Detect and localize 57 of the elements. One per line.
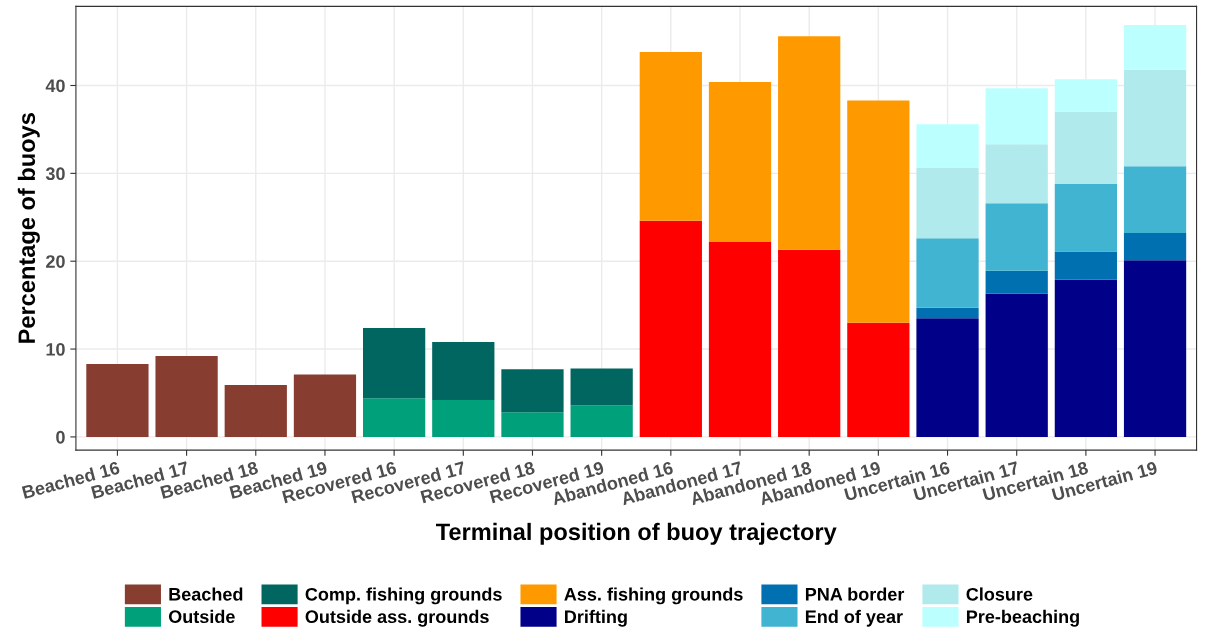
bar (916, 307, 979, 319)
bar (1054, 183, 1118, 252)
bar (985, 144, 1048, 204)
bar (432, 400, 495, 437)
bar (293, 374, 357, 437)
bar (1123, 69, 1187, 167)
legend-label: End of year (805, 609, 903, 627)
bar (363, 327, 426, 399)
bar (570, 405, 633, 437)
bar (639, 52, 702, 221)
x-axis-title: Terminal position of buoy trajectory (436, 522, 837, 545)
legend-label: Beached (169, 587, 243, 601)
bar (916, 318, 979, 437)
y-axis-title: Percentage of buoys (17, 113, 40, 343)
bar (985, 88, 1048, 145)
bar (501, 412, 564, 437)
bar (1054, 79, 1118, 112)
bar (639, 220, 702, 437)
bar (1054, 279, 1118, 437)
y-tick-label: 10 (46, 343, 65, 356)
bar (985, 203, 1048, 271)
bar (847, 322, 910, 437)
bar (778, 36, 841, 250)
bar (1123, 166, 1187, 234)
bar (1054, 111, 1118, 184)
legend-label: Drifting (565, 609, 627, 627)
bar (1054, 251, 1118, 280)
bar (1123, 233, 1187, 261)
bar (985, 293, 1048, 437)
legend-label: Comp. fishing grounds (305, 587, 502, 605)
bar (708, 241, 772, 437)
bar (224, 385, 287, 437)
bar (847, 100, 910, 323)
bar (985, 270, 1048, 294)
bar (501, 369, 564, 413)
bar (916, 168, 979, 239)
bar (86, 364, 149, 437)
y-tick-label: 40 (45, 79, 65, 93)
legend-label: Outside ass. grounds (305, 609, 489, 627)
bar (916, 124, 979, 169)
y-tick-label: 0 (56, 430, 65, 444)
y-tick-label: 20 (46, 255, 65, 268)
legend-label: PNA border (805, 587, 905, 601)
bar (363, 398, 426, 437)
legend-label: Closure (966, 587, 1033, 601)
legend-label: Outside (168, 609, 235, 624)
bar (778, 249, 841, 437)
y-tick-label: 30 (45, 167, 65, 181)
legend-label: Ass. fishing grounds (564, 587, 743, 605)
legend-label: Pre-beaching (966, 609, 1079, 627)
bar (916, 238, 979, 308)
bar (1123, 24, 1187, 70)
bar (432, 342, 495, 401)
bar (155, 356, 218, 437)
bar (570, 368, 633, 406)
bar (1123, 260, 1187, 437)
bar (708, 81, 772, 242)
